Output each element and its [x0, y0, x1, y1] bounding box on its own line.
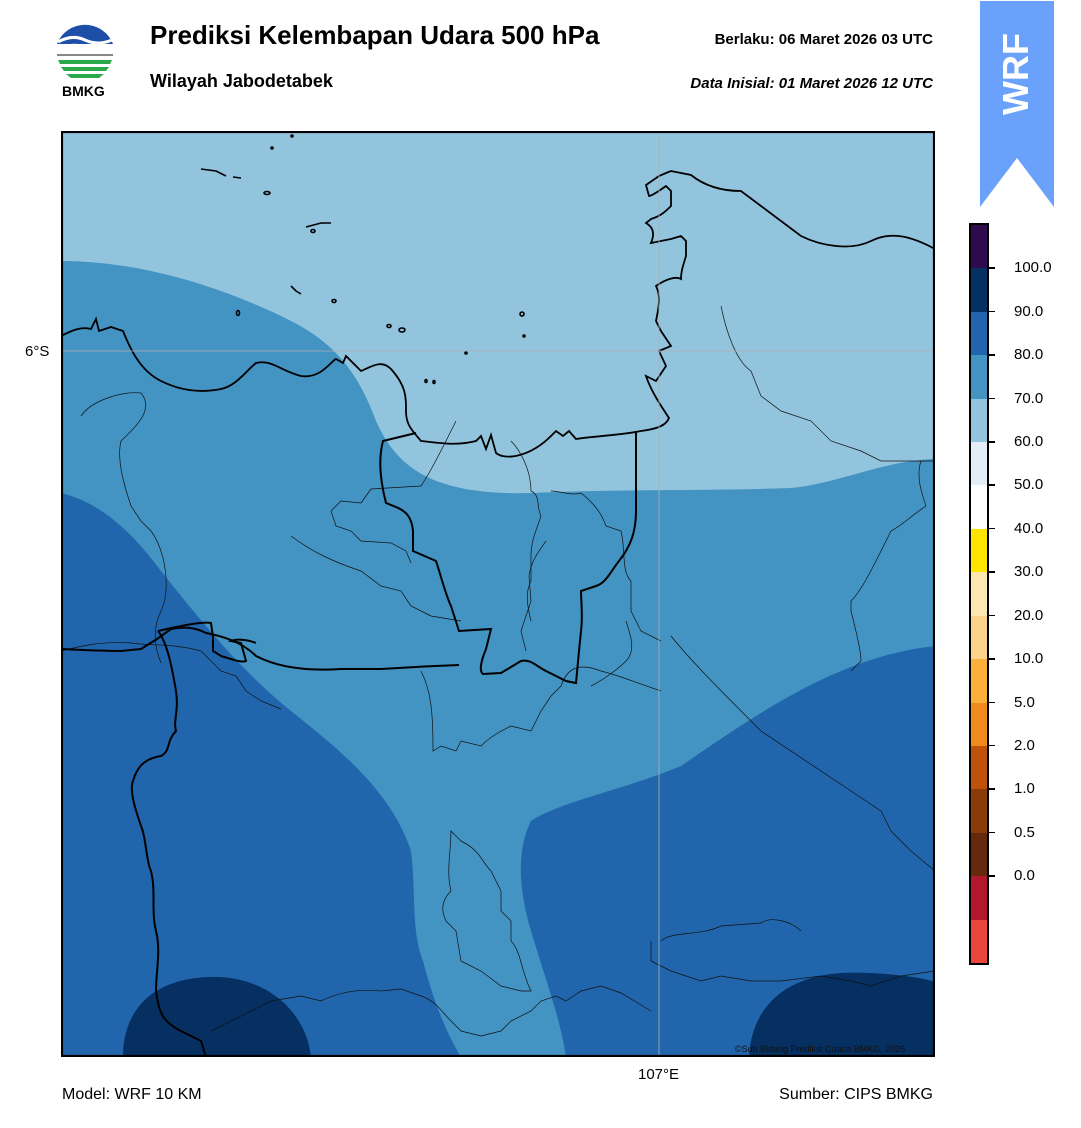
colorbar-tick-label: 70.0 [1014, 389, 1044, 407]
logo-label: BMKG [62, 83, 105, 99]
colorbar-tick-label: 40.0 [1014, 519, 1044, 537]
colorbar-tick [989, 397, 995, 400]
colorbar-tick-label: 20.0 [1014, 606, 1044, 624]
colorbar-tick [989, 875, 995, 877]
colorbar-tick [989, 744, 995, 747]
colorbar-tick [989, 788, 995, 790]
colorbar-segment [971, 571, 987, 616]
valid-time: Berlaku: 06 Maret 2026 03 UTC [714, 31, 933, 48]
colorbar-segment [971, 354, 987, 399]
bmkg-logo-icon [55, 22, 115, 82]
colorbar-tick [989, 267, 995, 269]
latitude-label: 6°S [25, 343, 50, 360]
humidity-80-90-region-west [62, 493, 461, 1056]
map-frame [61, 131, 935, 1057]
colorbar-tick-label: 90.0 [1014, 302, 1044, 320]
colorbar-tick [989, 658, 995, 660]
wrf-badge: WRF [980, 1, 1054, 207]
colorbar-tick-label: 2.0 [1014, 736, 1035, 754]
humidity-90-100-region-sw [123, 976, 311, 1056]
colorbar-tick-label: 1.0 [1014, 780, 1035, 798]
wrf-badge-label: WRF [995, 33, 1036, 115]
colorbar-segment [971, 311, 987, 356]
colorbar-tick-label: 30.0 [1014, 563, 1044, 581]
colorbar-segment [971, 919, 987, 963]
colorbar-tick [989, 614, 995, 617]
province-borders [62, 431, 637, 1056]
model-label: Model: WRF 10 KM [62, 1086, 202, 1103]
map-panel [61, 131, 935, 1057]
colorbar-tick [989, 571, 995, 573]
colorbar-tick-label: 10.0 [1014, 650, 1044, 668]
colorbar-segment [971, 615, 987, 660]
colorbar-segment [971, 702, 987, 746]
colorbar-tick [989, 831, 995, 834]
colorbar-segment [971, 267, 987, 312]
colorbar-segment [971, 745, 987, 790]
colorbar-segment [971, 484, 987, 529]
colorbar-segment [971, 225, 987, 269]
thousand-islands [200, 134, 526, 385]
colorbar-segment [971, 658, 987, 703]
colorbar-tick [989, 484, 995, 486]
colorbar-tick [989, 354, 995, 356]
init-time: Data Inisial: 01 Maret 2026 12 UTC [690, 75, 933, 92]
colorbar-segment [971, 528, 987, 573]
colorbar-tick-label: 0.0 [1014, 867, 1035, 885]
colorbar-segment [971, 832, 987, 877]
page-subtitle: Wilayah Jabodetabek [150, 71, 333, 91]
longitude-label: 107°E [638, 1066, 680, 1083]
humidity-80-90-region-east [520, 646, 934, 1056]
colorbar-tick-label: 5.0 [1014, 693, 1035, 711]
colorbar-tick-label: 50.0 [1014, 476, 1044, 494]
colorbar-segment [971, 875, 987, 920]
colorbar-segment [971, 788, 987, 833]
colorbar-tick [989, 527, 995, 530]
colorbar-segment [971, 441, 987, 486]
colorbar-tick-label: 100.0 [1014, 259, 1052, 277]
humidity-90-100-region-se [749, 972, 934, 1056]
source-label: Sumber: CIPS BMKG [779, 1086, 933, 1103]
colorbar-tick [989, 310, 995, 313]
colorbar-tick-label: 80.0 [1014, 346, 1044, 364]
colorbar-tick-label: 60.0 [1014, 433, 1044, 451]
colorbar-tick [989, 701, 995, 704]
colorbar-tick [989, 441, 995, 443]
page-title: Prediksi Kelembapan Udara 500 hPa [150, 20, 600, 50]
colorbar-tick-label: 0.5 [1014, 823, 1035, 841]
copyright-note: ©Sub Bidang Prediksi Cuaca BMKG, 2026 [735, 1044, 906, 1054]
colorbar [969, 223, 989, 965]
colorbar-segment [971, 398, 987, 443]
regency-borders [62, 305, 934, 1037]
